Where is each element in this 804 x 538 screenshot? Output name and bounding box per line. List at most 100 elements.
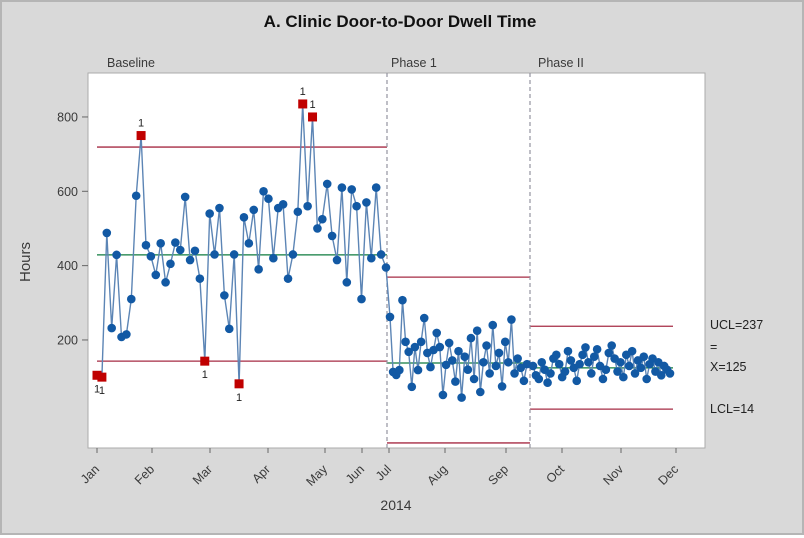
data-point: [665, 369, 675, 378]
data-point: [534, 374, 544, 384]
out-of-control-label: 1: [202, 369, 208, 381]
data-point: [441, 360, 451, 370]
y-axis-title: Hours: [17, 242, 34, 282]
data-point: [656, 370, 666, 380]
y-tick-label: 400: [57, 259, 78, 273]
data-point: [616, 357, 625, 367]
out-of-control-label: 1: [300, 86, 306, 98]
data-point: [601, 365, 611, 374]
data-point: [479, 357, 488, 367]
data-point: [215, 203, 224, 213]
data-point: [288, 250, 298, 259]
x-tick-label: Aug: [424, 462, 450, 488]
data-point: [636, 363, 646, 373]
data-point: [482, 341, 491, 350]
data-point: [491, 361, 501, 371]
data-point: [537, 357, 547, 367]
data-point: [460, 352, 470, 361]
data-point: [347, 185, 357, 194]
x-tick-label: Nov: [600, 462, 626, 488]
data-point: [332, 255, 342, 265]
x-tick-label: Oct: [543, 462, 567, 486]
data-point: [607, 341, 617, 350]
data-point: [151, 270, 161, 280]
y-tick-label: 200: [57, 333, 78, 347]
data-point: [190, 246, 200, 256]
data-point: [413, 365, 423, 375]
out-of-control-label: 1: [138, 118, 144, 130]
data-point: [516, 363, 526, 373]
x-tick-label: Apr: [249, 462, 273, 486]
data-point: [185, 255, 195, 265]
plot-area: [87, 72, 706, 449]
data-point: [357, 294, 366, 304]
data-point: [126, 294, 136, 304]
data-point: [624, 361, 634, 371]
data-point: [454, 346, 463, 356]
data-point: [528, 361, 538, 371]
data-point: [283, 274, 293, 283]
data-point: [432, 328, 442, 338]
data-point: [367, 253, 376, 263]
data-point: [313, 224, 322, 233]
out-of-control-label: 1: [309, 99, 315, 111]
data-point: [466, 333, 476, 343]
data-point: [419, 313, 429, 323]
data-point: [589, 352, 599, 361]
data-point: [156, 239, 165, 248]
x-axis-title: 2014: [380, 497, 411, 513]
data-point: [519, 376, 529, 386]
data-point: [500, 337, 510, 347]
x-tick-label: Feb: [132, 462, 157, 487]
data-point: [572, 376, 582, 386]
data-point: [438, 390, 448, 400]
data-point: [598, 374, 608, 384]
data-point: [447, 356, 457, 365]
data-point: [229, 250, 239, 259]
data-point: [161, 278, 170, 287]
data-point: [488, 320, 498, 330]
data-point: [254, 265, 263, 274]
out-of-control-marker: [234, 379, 244, 389]
data-point: [395, 365, 404, 375]
data-point: [546, 369, 555, 378]
data-point: [337, 183, 347, 192]
data-point: [293, 207, 303, 217]
data-point: [575, 359, 584, 369]
data-point: [469, 374, 479, 384]
data-point: [543, 378, 552, 388]
data-point: [642, 374, 651, 384]
out-of-control-marker: [200, 356, 210, 366]
data-point: [416, 337, 426, 347]
data-point: [318, 214, 327, 224]
data-point: [510, 369, 519, 378]
out-of-control-label: 1: [236, 392, 242, 404]
out-of-control-marker: [308, 112, 318, 122]
phase-label-phase1: Phase 1: [391, 56, 437, 70]
out-of-control-marker: [298, 99, 308, 109]
data-point: [141, 240, 151, 250]
data-point: [385, 312, 395, 322]
data-point: [352, 201, 361, 211]
data-point: [303, 201, 312, 211]
data-point: [269, 253, 278, 263]
x-tick-label: May: [304, 462, 331, 489]
data-point: [376, 250, 386, 259]
phase-label-baseline: Baseline: [107, 56, 155, 70]
data-point: [371, 183, 381, 192]
data-point: [404, 347, 413, 357]
out-of-control-label: 1: [99, 385, 105, 397]
data-point: [457, 393, 466, 402]
data-point: [327, 231, 337, 241]
out-of-control-marker: [92, 370, 102, 380]
data-point: [592, 344, 602, 354]
data-point: [220, 291, 229, 300]
data-point: [472, 326, 482, 335]
data-point: [613, 367, 622, 376]
data-point: [205, 209, 214, 218]
data-point: [578, 350, 587, 360]
data-point: [107, 323, 116, 333]
data-point: [180, 192, 190, 202]
ucl-annotation: UCL=237: [710, 318, 763, 332]
